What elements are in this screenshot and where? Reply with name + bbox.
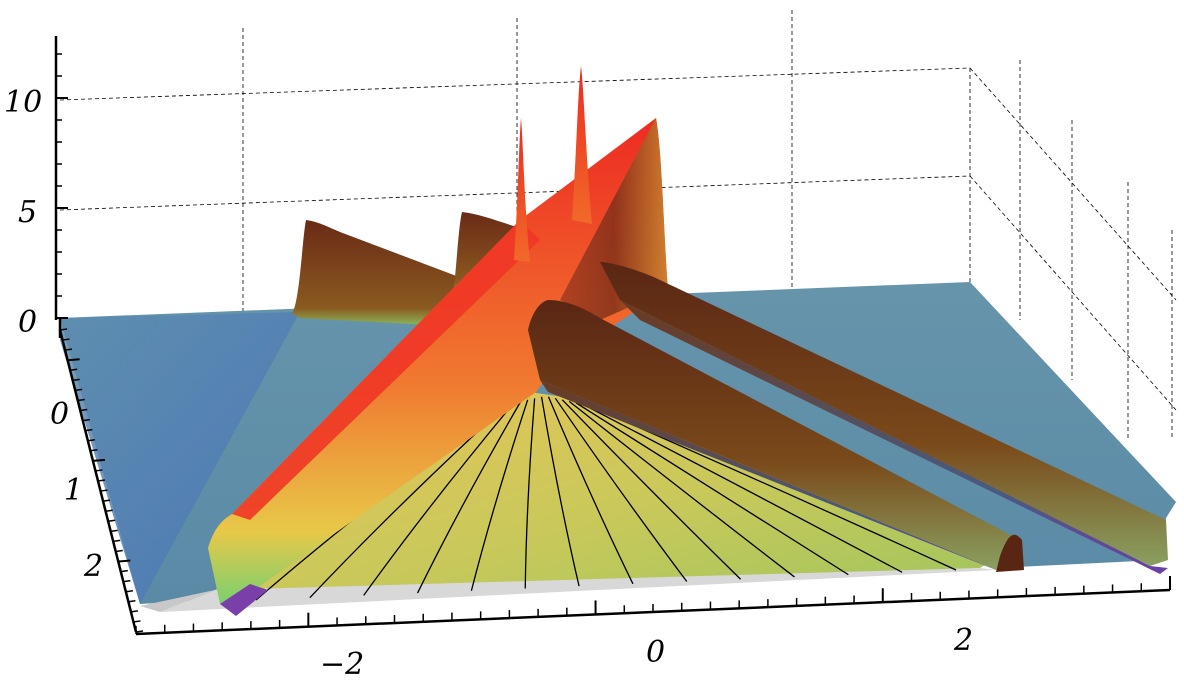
y-axis-tick — [118, 559, 131, 563]
y-axis-tick — [95, 469, 103, 472]
y-axis-tick — [67, 358, 80, 362]
y-axis-tick — [82, 418, 90, 422]
y-axis-tick — [113, 539, 121, 543]
contour-line — [575, 402, 849, 576]
x-tick-label-2: 2 — [953, 623, 973, 658]
contour-line — [554, 397, 688, 582]
axis-ticks — [56, 53, 1171, 634]
y-axis-tick — [128, 600, 136, 603]
y-axis-tick — [110, 529, 118, 533]
z-tick-label-5: 5 — [18, 195, 37, 230]
x-tick-label-0: 0 — [646, 635, 665, 670]
grid-lines — [59, 10, 1177, 440]
contour-line — [363, 402, 515, 596]
y-tick-label-2: 2 — [83, 549, 103, 584]
z-tick-label-0: 0 — [18, 305, 37, 340]
y-axis-tick — [133, 620, 141, 623]
y-axis-tick — [64, 348, 73, 351]
right-ridges — [528, 262, 1168, 574]
contour-line — [524, 398, 536, 589]
y-axis-tick — [105, 509, 113, 512]
z-tick-labels: 0 5 10 — [4, 85, 42, 340]
y-axis-tick — [135, 630, 144, 633]
y-axis-tick — [125, 589, 133, 593]
spikes — [514, 66, 592, 262]
contour-line — [540, 396, 580, 587]
y-axis-tick — [123, 579, 131, 583]
contour-line — [582, 403, 903, 573]
y-axis-tick — [77, 398, 85, 402]
contour-line — [470, 399, 529, 591]
y-axis-tick — [100, 489, 108, 492]
y-tick-labels: 0 1 2 — [50, 397, 103, 584]
y-axis-tick — [72, 378, 80, 382]
contour-line — [561, 399, 742, 580]
y-axis-tick — [70, 368, 78, 372]
x-tick-label-neg2: −2 — [320, 647, 364, 682]
y-axis-tick — [108, 519, 116, 523]
y-axis-tick — [85, 428, 93, 432]
y-axis-tick — [75, 388, 83, 392]
contour-line — [568, 400, 795, 578]
front-wedge — [140, 392, 1000, 612]
y-axis-tick — [130, 610, 139, 613]
y-axis-tick — [90, 449, 98, 452]
y-axis-tick — [120, 569, 128, 573]
contour-line — [547, 396, 634, 585]
y-axis-tick — [97, 479, 106, 482]
y-axis-tick — [87, 438, 95, 442]
y-axis-tick — [115, 549, 123, 553]
x-tick-labels: −2 0 2 — [320, 623, 973, 682]
y-axis-tick — [80, 408, 88, 412]
y-tick-label-0: 0 — [50, 397, 69, 432]
y-tick-label-1: 1 — [64, 473, 83, 508]
y-axis-tick — [62, 338, 70, 341]
contour-line — [416, 401, 522, 594]
main-ridge — [208, 118, 668, 616]
y-axis-tick — [92, 458, 106, 462]
y-axis-tick — [59, 328, 68, 331]
y-axis-tick — [102, 499, 111, 502]
z-tick-label-10: 10 — [4, 85, 42, 120]
